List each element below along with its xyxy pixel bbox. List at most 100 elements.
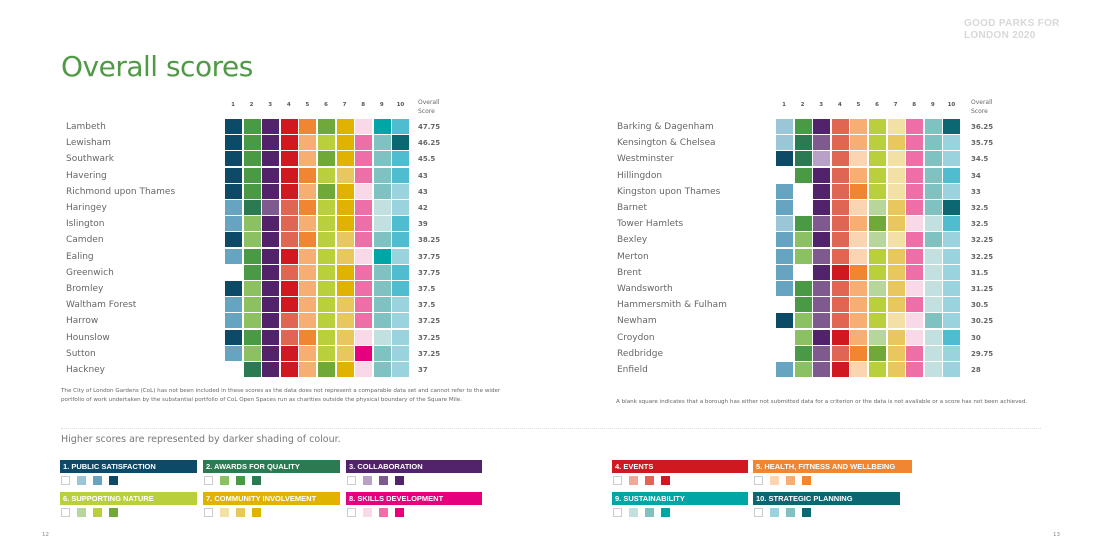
legend-swatch	[252, 508, 261, 517]
legend-swatch-blank	[613, 508, 622, 517]
heatmap-cell	[243, 264, 261, 280]
legend-swatch	[77, 508, 86, 517]
heatmap-cell	[225, 297, 242, 313]
borough-name: Greenwich	[66, 267, 114, 278]
heatmap-cell	[318, 313, 335, 329]
heatmap-cell	[943, 297, 961, 313]
borough-name: Haringey	[66, 203, 107, 213]
borough-name: Lewisham	[66, 138, 111, 149]
heatmap-cell	[280, 232, 298, 248]
heatmap-cell	[869, 329, 886, 345]
overall-score: 32.5	[971, 220, 989, 229]
borough-name: Lambeth	[66, 122, 106, 132]
heatmap-cell	[906, 119, 924, 134]
legend-swatch-blank	[347, 508, 356, 517]
heatmap-cell	[355, 216, 373, 232]
column-header: 9	[379, 102, 384, 108]
heatmap-cell	[355, 200, 373, 215]
heatmap-cell	[794, 297, 812, 313]
heatmap-cell	[869, 135, 886, 151]
heatmap-cell	[373, 216, 391, 232]
column-header: 10	[947, 102, 956, 108]
legend-label: 6. SUPPORTING NATURE	[60, 492, 197, 505]
legend-swatch	[395, 476, 404, 485]
heatmap-cell	[318, 329, 335, 345]
heatmap-cell	[392, 151, 410, 167]
heatmap-cell	[869, 216, 886, 232]
legend-swatch	[252, 476, 261, 485]
heatmap-cell	[776, 232, 793, 248]
borough-name: Bromley	[66, 284, 104, 294]
legend-label: 4. EVENTS	[612, 460, 748, 473]
overall-score: 34	[971, 171, 981, 180]
heatmap-cell	[924, 216, 942, 232]
column-header: 2	[249, 102, 254, 108]
overall-score: 31.5	[971, 268, 989, 277]
heatmap-cell	[924, 329, 942, 345]
heatmap-cell	[813, 248, 831, 264]
heatmap-cell	[887, 329, 905, 345]
legend-item: 8. SKILLS DEVELOPMENT	[346, 492, 482, 519]
legend-label: 3. COLLABORATION	[346, 460, 482, 473]
overall-score: 37.25	[418, 333, 441, 342]
heatmap-cell	[850, 135, 868, 151]
legend-swatch-blank	[61, 508, 70, 517]
heatmap-cell	[794, 200, 812, 215]
borough-name: Barnet	[617, 203, 648, 213]
heatmap-cell	[869, 362, 886, 377]
legend-label: 5. HEALTH, FITNESS AND WELLBEING	[753, 460, 912, 473]
heatmap-cell	[887, 167, 905, 183]
heatmap-cell	[392, 216, 410, 232]
heatmap-cell	[299, 232, 317, 248]
heatmap-cell	[392, 329, 410, 345]
legend-label: 2. AWARDS FOR QUALITY	[203, 460, 340, 473]
heatmap-cell	[794, 264, 812, 280]
heatmap-cell	[373, 281, 391, 296]
heatmap-cell	[887, 362, 905, 377]
legend-item: 7. COMMUNITY INVOLVEMENT	[203, 492, 340, 519]
heatmap-cell	[887, 248, 905, 264]
heatmap-cell	[813, 345, 831, 361]
heatmap-cell	[887, 135, 905, 151]
heatmap-cell	[336, 264, 354, 280]
borough-name: Newham	[617, 316, 657, 327]
heatmap-cell	[243, 216, 261, 232]
overall-score-header-line: Score	[971, 108, 988, 115]
heatmap-cell	[225, 232, 242, 248]
heatmap-cell	[906, 297, 924, 313]
heatmap-cell	[336, 200, 354, 215]
heatmap-cell	[813, 119, 831, 134]
heatmap-cell	[906, 151, 924, 167]
heatmap-cell	[906, 232, 924, 248]
brand-line-2: LONDON 2020	[964, 30, 1036, 41]
heatmap-cell	[924, 200, 942, 215]
heatmap-cell	[850, 200, 868, 215]
page-title: Overall scores	[61, 50, 253, 83]
overall-score-header: Overall Score	[971, 98, 992, 116]
column-header: 8	[361, 102, 366, 108]
heatmap-cell	[794, 232, 812, 248]
overall-score-header: Overall Score	[418, 98, 439, 116]
heatmap-cell	[850, 248, 868, 264]
heatmap-cell	[831, 248, 849, 264]
heatmap-cell	[299, 264, 317, 280]
heatmap-cell	[262, 313, 280, 329]
heatmap-cell	[392, 297, 410, 313]
heatmap-cell	[355, 362, 373, 377]
heatmap-cell	[262, 345, 280, 361]
overall-score: 37	[418, 366, 428, 374]
heatmap-cell	[850, 362, 868, 377]
borough-name: Richmond upon Thames	[66, 186, 176, 197]
heatmap-cell	[225, 345, 242, 361]
heatmap-cell	[906, 248, 924, 264]
borough-name: Wandsworth	[617, 284, 673, 294]
overall-score: 35.75	[971, 139, 994, 148]
legend-item: 5. HEALTH, FITNESS AND WELLBEING	[753, 460, 912, 487]
overall-score: 32.5	[971, 204, 989, 212]
borough-name: Enfield	[617, 365, 648, 375]
heatmap-cell	[318, 248, 335, 264]
heatmap-cell	[869, 151, 886, 167]
borough-name: Barking & Dagenham	[617, 122, 714, 132]
column-header: 5	[856, 102, 861, 108]
overall-score: 30.25	[971, 317, 994, 326]
